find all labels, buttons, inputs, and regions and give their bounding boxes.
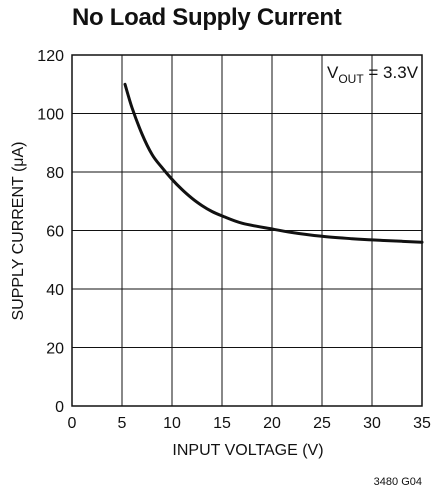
x-tick-label-0: 0 (68, 415, 77, 432)
vout-annotation-main: V (327, 63, 339, 82)
figure-id: 3480 G04 (374, 476, 422, 488)
y-tick-labels: 0 20 40 60 80 100 120 (37, 48, 64, 416)
vout-annotation-sub: OUT (338, 72, 364, 86)
y-tick-label-5: 100 (37, 107, 64, 124)
y-axis-label: SUPPLY CURRENT (μA) (10, 141, 27, 320)
x-axis-label: INPUT VOLTAGE (V) (172, 442, 323, 459)
y-tick-label-1: 20 (46, 341, 64, 358)
x-tick-label-1: 5 (118, 415, 127, 432)
y-tick-label-2: 40 (46, 282, 64, 299)
x-tick-label-3: 15 (213, 415, 231, 432)
y-tick-label-0: 0 (55, 399, 64, 416)
plot-frame (71, 54, 423, 407)
y-tick-label-3: 60 (46, 224, 64, 241)
y-tick-label-6: 120 (37, 48, 64, 65)
vout-annotation-rest: = 3.3V (364, 63, 419, 82)
x-tick-label-4: 20 (263, 415, 281, 432)
chart-title: No Load Supply Current (72, 4, 342, 31)
curves (123, 82, 424, 244)
y-tick-label-4: 80 (46, 165, 64, 182)
x-tick-label-2: 10 (163, 415, 181, 432)
grid-lines (72, 55, 422, 406)
x-tick-label-6: 30 (363, 415, 381, 432)
x-tick-label-7: 35 (413, 415, 431, 432)
series-line-0 (123, 82, 424, 244)
x-tick-label-5: 25 (313, 415, 331, 432)
x-tick-labels: 0 5 10 15 20 25 30 35 (68, 415, 431, 432)
vout-annotation: VOUT = 3.3V (327, 63, 419, 86)
